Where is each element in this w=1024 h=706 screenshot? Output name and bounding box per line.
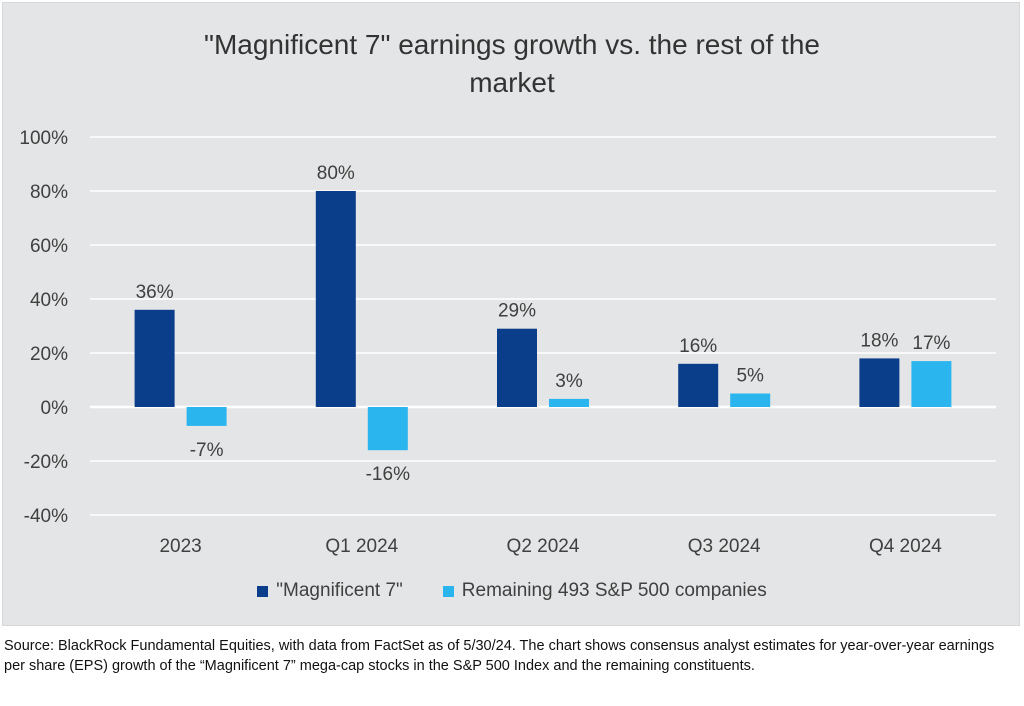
bar-magnificent-7 <box>315 191 356 407</box>
y-tick-label: 20% <box>30 344 68 365</box>
legend-swatch-remaining-493 <box>442 585 454 597</box>
chart-title-line-2: market <box>469 67 555 98</box>
bar-magnificent-7 <box>859 358 900 407</box>
legend-swatch-magnificent-7 <box>257 585 269 597</box>
bar-magnificent-7 <box>497 328 537 407</box>
bar-remaining-493 <box>549 398 589 407</box>
data-label: 18% <box>860 330 898 351</box>
bar-remaining-493 <box>730 393 771 407</box>
data-label: 29% <box>498 301 536 322</box>
x-tick-label: Q4 2024 <box>869 536 942 557</box>
legend-label-magnificent-7: "Magnificent 7" <box>276 580 403 601</box>
bar-magnificent-7 <box>678 363 719 407</box>
data-label: 3% <box>555 371 583 392</box>
bar-remaining-493 <box>186 407 227 426</box>
data-label: 80% <box>317 163 355 184</box>
y-tick-label: 80% <box>30 182 68 203</box>
chart-title: "Magnificent 7" earnings growth vs. the … <box>0 26 1024 102</box>
bar-remaining-493 <box>911 361 952 407</box>
x-axis-tick-labels: 2023 Q1 2024 Q2 2024 Q3 2024 Q4 2024 <box>159 536 942 557</box>
data-label: 36% <box>136 282 174 303</box>
data-label: 16% <box>679 336 717 357</box>
gridlines <box>90 136 996 516</box>
x-tick-label: Q3 2024 <box>688 536 761 557</box>
bar-remaining-493 <box>367 407 408 451</box>
bar-magnificent-7 <box>134 309 175 407</box>
data-label: 17% <box>912 333 950 354</box>
y-tick-label: 60% <box>30 236 68 257</box>
data-label: -7% <box>190 440 224 461</box>
y-axis-tick-labels: 100% 80% 60% 40% 20% 0% -20% -40% <box>19 128 68 527</box>
legend: "Magnificent 7" Remaining 493 S&P 500 co… <box>0 580 1024 602</box>
y-tick-label: 0% <box>41 398 69 419</box>
bars <box>134 191 952 451</box>
data-label: 5% <box>736 366 764 387</box>
x-tick-label: Q1 2024 <box>325 536 398 557</box>
y-tick-label: -40% <box>24 506 68 527</box>
chart-title-line-1: "Magnificent 7" earnings growth vs. the … <box>204 29 820 60</box>
bar-chart: 100% 80% 60% 40% 20% 0% -20% -40% 36% -7% 80% -16%… <box>19 128 996 557</box>
data-labels: 36% -7% 80% -16% 29% 3% 16% 5% 18% 17% <box>136 163 951 485</box>
x-tick-label: Q2 2024 <box>507 536 580 557</box>
y-tick-label: 100% <box>19 128 68 149</box>
source-note: Source: BlackRock Fundamental Equities, … <box>4 638 995 674</box>
y-tick-label: -20% <box>24 452 68 473</box>
legend-item-remaining-493: Remaining 493 S&P 500 companies <box>442 580 767 602</box>
legend-item-magnificent-7: "Magnificent 7" <box>257 580 403 602</box>
legend-label-remaining-493: Remaining 493 S&P 500 companies <box>461 580 767 601</box>
y-tick-label: 40% <box>30 290 68 311</box>
x-tick-label: 2023 <box>159 536 201 557</box>
data-label: -16% <box>366 464 410 485</box>
